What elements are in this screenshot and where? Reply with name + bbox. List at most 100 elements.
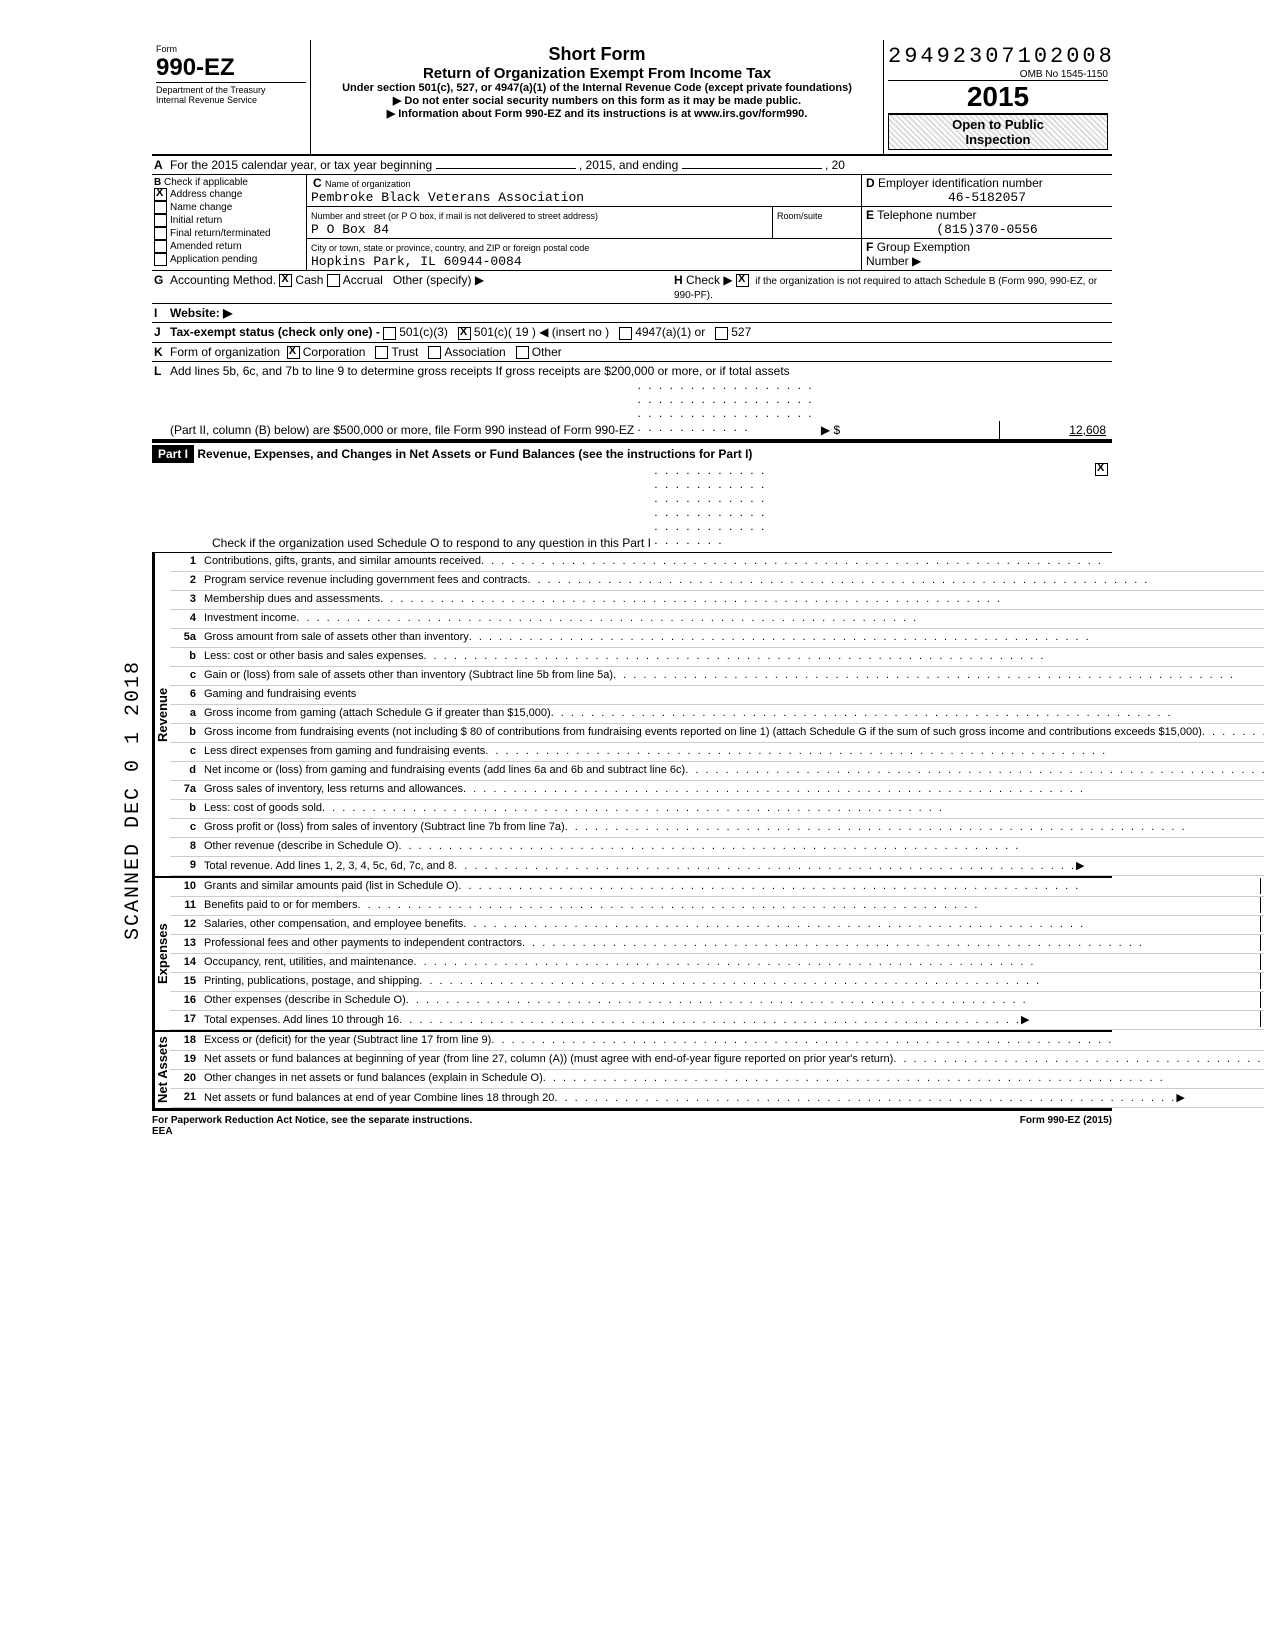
part1-check-text: Check if the organization used Schedule … (152, 536, 651, 550)
k-assoc-checkbox[interactable] (428, 346, 441, 359)
j-501c3-checkbox[interactable] (383, 327, 396, 340)
cash-checkbox[interactable] (279, 274, 292, 287)
form-header: Form 990-EZ Department of the Treasury I… (152, 40, 1112, 156)
line-a-text1: For the 2015 calendar year, or tax year … (170, 158, 432, 172)
line-a-text2: , 2015, and ending (579, 158, 678, 172)
line-number: 12 (170, 916, 200, 932)
line-number: b (170, 800, 200, 816)
b-checkbox-2[interactable] (154, 214, 167, 227)
line-description: Total expenses. Add lines 10 through 16▶ (200, 1011, 1148, 1028)
line-description: Professional fees and other payments to … (200, 935, 1148, 951)
h-checkbox[interactable] (736, 274, 749, 287)
line-number: c (170, 819, 200, 835)
letter-a: A (152, 156, 168, 174)
b-check-row: Name change (154, 201, 304, 214)
l-text2: (Part II, column (B) below) are $500,000… (170, 423, 634, 437)
i-label: Website: ▶ (170, 306, 232, 320)
g-label: Accounting Method. (170, 273, 276, 287)
line-description: Occupancy, rent, utilities, and maintena… (200, 954, 1148, 970)
line-box-number: 13 (1260, 935, 1264, 951)
b-check-label: Final return/terminated (170, 228, 271, 239)
year-begin-field[interactable] (436, 168, 576, 169)
f-label: Group Exemption (877, 240, 970, 254)
k-trust-checkbox[interactable] (375, 346, 388, 359)
line-number: 6 (170, 686, 200, 702)
line-description: Excess or (deficit) for the year (Subtra… (200, 1032, 1264, 1048)
expenses-label: Expenses (154, 878, 170, 1030)
line-number: 18 (170, 1032, 200, 1048)
line-a: A For the 2015 calendar year, or tax yea… (152, 156, 1112, 175)
b-checkbox-0[interactable] (154, 188, 167, 201)
line-box-number: 12 (1260, 916, 1264, 932)
org-street: P O Box 84 (311, 222, 389, 237)
title-arrow1: ▶ Do not enter social security numbers o… (319, 94, 875, 107)
k-corp-checkbox[interactable] (287, 346, 300, 359)
f-sub: Number ▶ (866, 254, 921, 268)
netassets-label: Net Assets (154, 1032, 170, 1108)
line-description: Other changes in net assets or fund bala… (200, 1070, 1264, 1086)
b-check-label: Name change (170, 202, 232, 213)
g-cash: Cash (295, 273, 323, 287)
line-description: Gross amount from sale of assets other t… (200, 629, 1264, 645)
line-number: 1 (170, 553, 200, 569)
form-line: 6Gaming and fundraising events (170, 686, 1264, 705)
b-label: Check if applicable (164, 177, 248, 188)
c-city-label: City or town, state or province, country… (311, 243, 589, 253)
line-box-number: 15 (1260, 973, 1264, 989)
j-527: 527 (731, 325, 751, 339)
k-label: Form of organization (170, 345, 280, 359)
line-g-h: G Accounting Method. Cash Accrual Other … (152, 271, 1112, 304)
arrow-icon: ▶ (1076, 860, 1084, 872)
form-line: 19Net assets or fund balances at beginni… (170, 1051, 1264, 1070)
j-501c-checkbox[interactable] (458, 327, 471, 340)
col-b-checks: B Check if applicable Address changeName… (152, 175, 307, 270)
line-description: Program service revenue including govern… (200, 572, 1264, 588)
form-line: dNet income or (loss) from gaming and fu… (170, 762, 1264, 781)
b-check-label: Initial return (170, 215, 222, 226)
title-arrow2: ▶ Information about Form 990-EZ and its … (319, 107, 875, 120)
b-check-label: Amended return (170, 241, 242, 252)
line-number: 21 (170, 1089, 200, 1105)
b-check-label: Application pending (170, 254, 257, 265)
b-checkbox-5[interactable] (154, 253, 167, 266)
b-checkbox-4[interactable] (154, 240, 167, 253)
line-number: 14 (170, 954, 200, 970)
form-page: SCANNED DEC 0 1 2018 Form 990-EZ Departm… (152, 40, 1112, 1137)
k-other-checkbox[interactable] (516, 346, 529, 359)
line-description: Gross income from gaming (attach Schedul… (200, 705, 1264, 721)
line-box-number: 17 (1260, 1011, 1264, 1027)
year-end-field[interactable] (682, 168, 822, 169)
b-check-row: Final return/terminated (154, 227, 304, 240)
form-line: 10Grants and similar amounts paid (list … (170, 878, 1264, 897)
form-line: 13 Professional fees and other payments t… (170, 935, 1264, 954)
c-street-label: Number and street (or P O box, if mail i… (311, 211, 598, 221)
line-description: Membership dues and assessments (200, 591, 1264, 607)
line-number: c (170, 667, 200, 683)
revenue-label: Revenue (154, 553, 170, 876)
form-line: 5aGross amount from sale of assets other… (170, 629, 1264, 648)
form-line: 8Other revenue (describe in Schedule O)8… (170, 838, 1264, 857)
form-line: 17 Total expenses. Add lines 10 through 1… (170, 1011, 1264, 1030)
scanned-stamp: SCANNED DEC 0 1 2018 (122, 660, 145, 940)
j-527-checkbox[interactable] (715, 327, 728, 340)
k-trust: Trust (391, 345, 418, 359)
part1-schedo-checkbox[interactable] (1095, 463, 1108, 476)
form-line: cLess direct expenses from gaming and fu… (170, 743, 1264, 762)
line-description: Grants and similar amounts paid (list in… (200, 878, 1148, 894)
form-line: 2Program service revenue including gover… (170, 572, 1264, 591)
j-501c: 501(c)( 19 ) ◀ (insert no ) (474, 325, 609, 339)
line-description: Net assets or fund balances at end of ye… (200, 1089, 1264, 1106)
netassets-section: Net Assets 18Excess or (deficit) for the… (152, 1030, 1112, 1110)
line-description: Other expenses (describe in Schedule O) (200, 992, 1148, 1008)
tax-year: 2015 (888, 81, 1108, 114)
k-corp: Corporation (303, 345, 366, 359)
b-checkbox-1[interactable] (154, 201, 167, 214)
form-line: 9Total revenue. Add lines 1, 2, 3, 4, 5c… (170, 857, 1264, 876)
form-line: aGross income from gaming (attach Schedu… (170, 705, 1264, 724)
l-arrow: ▶ $ (821, 423, 840, 437)
l-text1: Add lines 5b, 6c, and 7b to line 9 to de… (170, 364, 790, 378)
k-assoc: Association (444, 345, 505, 359)
b-checkbox-3[interactable] (154, 227, 167, 240)
accrual-checkbox[interactable] (327, 274, 340, 287)
j-4947-checkbox[interactable] (619, 327, 632, 340)
